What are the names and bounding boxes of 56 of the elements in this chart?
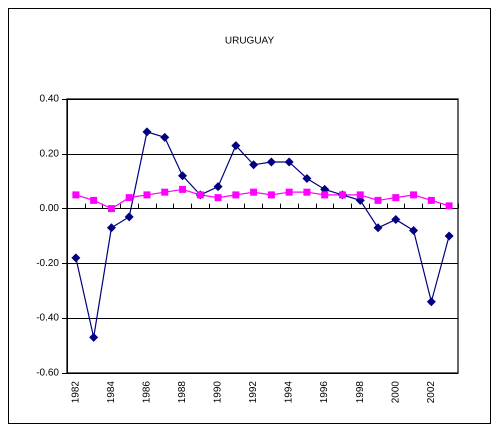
point	[303, 188, 310, 196]
y-tick-label: 0.00	[40, 203, 60, 214]
point	[249, 160, 258, 170]
point	[286, 188, 293, 196]
point	[444, 232, 454, 240]
x-tick-label: 1990	[212, 380, 224, 404]
point	[142, 127, 152, 136]
y-tick-label: -0.60	[36, 368, 60, 378]
point	[214, 182, 223, 192]
point	[72, 191, 80, 198]
point	[284, 158, 294, 167]
point	[250, 188, 258, 196]
x-tick-label: 2000	[390, 380, 402, 404]
point	[231, 141, 240, 150]
point	[268, 191, 275, 198]
point	[232, 191, 240, 198]
point	[392, 194, 400, 202]
point	[356, 191, 364, 198]
point	[302, 174, 312, 183]
point	[214, 194, 222, 202]
point	[143, 191, 150, 198]
point	[126, 194, 133, 202]
point	[409, 226, 418, 236]
chart-title: URUGUAY	[224, 36, 274, 46]
point	[90, 196, 98, 204]
point	[428, 196, 435, 204]
x-tick-label: 1988	[177, 380, 188, 404]
point	[89, 332, 98, 342]
point	[374, 223, 383, 232]
x-tick-label: 1996	[319, 380, 330, 404]
y-tick-label: -0.20	[36, 258, 60, 269]
point	[410, 191, 418, 198]
y-tick-label: 0.20	[40, 148, 60, 160]
point	[179, 186, 186, 193]
point	[374, 196, 382, 204]
point	[266, 158, 276, 167]
point	[160, 132, 170, 142]
point	[108, 205, 115, 212]
y-tick-label: -0.40	[36, 312, 60, 324]
x-tick-label: 1982	[70, 380, 82, 404]
point	[321, 191, 328, 198]
x-tick-label: 2002	[426, 380, 437, 404]
x-tick-label: 1992	[248, 380, 260, 404]
point	[124, 212, 134, 222]
x-tick-label: 1984	[106, 380, 117, 404]
point	[71, 253, 80, 262]
x-tick-label: 1986	[141, 380, 152, 404]
point	[161, 188, 168, 196]
point	[446, 202, 453, 210]
point	[178, 171, 188, 180]
x-tick-label: 1994	[284, 380, 295, 404]
x-tick-label: 1998	[354, 380, 366, 404]
point	[391, 215, 400, 224]
point	[106, 223, 116, 232]
y-tick-label: 0.40	[40, 94, 60, 104]
point	[426, 297, 436, 306]
